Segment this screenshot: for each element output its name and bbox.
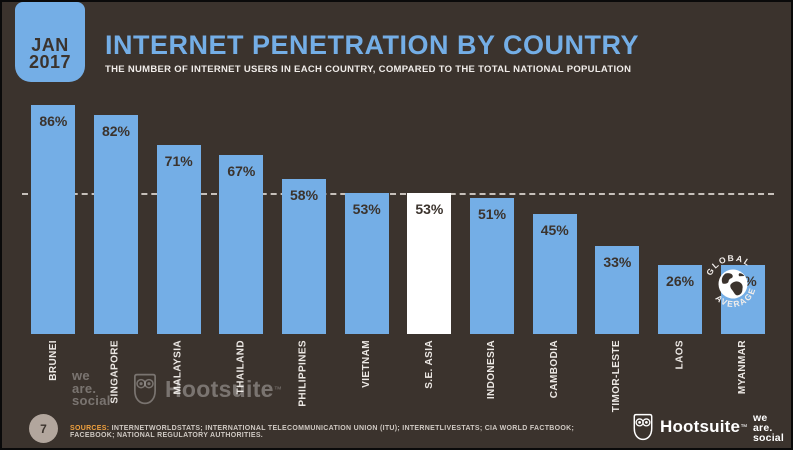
category-column: VIETNAM: [335, 337, 398, 407]
category-column: BRUNEI: [22, 337, 85, 407]
bar-chart: 86%82%71%67%58%53%53%51%45%33%26%26% GLO…: [22, 94, 774, 407]
bar-category-label: LAOS: [674, 340, 686, 370]
bar-value-label: 26%: [666, 272, 695, 289]
bar-category-label: MALAYSIA: [172, 340, 184, 395]
bar-category-label: MYANMAR: [736, 340, 748, 395]
category-column: MALAYSIA: [147, 337, 210, 407]
bar-category-label: PHILIPPINES: [298, 340, 310, 407]
bar-column: 26%: [649, 94, 712, 334]
bar-category-label: SINGAPORE: [110, 340, 122, 404]
bar-value-label: 53%: [352, 200, 381, 217]
category-labels: BRUNEI SINGAPORE MALAYSIA THAILAND PHILIPPIN…: [22, 337, 774, 412]
bar-column: 82%: [85, 94, 148, 334]
bar-thailand: 67%: [219, 155, 264, 334]
bar-column: 58%: [273, 94, 336, 334]
bar-vietnam: 53%: [344, 192, 389, 334]
bar-value-label: 51%: [478, 206, 507, 222]
bar-column: 71%: [147, 94, 210, 334]
bar-column: 86%: [22, 94, 85, 334]
bar-category-label: THAILAND: [235, 340, 247, 395]
page-number: 7: [40, 421, 47, 436]
global-average-dashed-line: [22, 192, 774, 195]
page-subtitle: THE NUMBER OF INTERNET USERS IN EACH COU…: [105, 64, 632, 75]
bar-value-label: 86%: [39, 112, 68, 129]
bar-cambodia: 45%: [532, 214, 577, 334]
bar-value-label: 58%: [290, 187, 319, 204]
bar-column: 53%: [335, 94, 398, 334]
bar-value-label: 67%: [227, 163, 256, 180]
bar-malaysia: 71%: [156, 144, 201, 334]
bar-category-label: INDONESIA: [486, 340, 498, 400]
bar-column: 45%: [523, 94, 586, 334]
bar-category-label: S.E. ASIA: [423, 340, 435, 389]
date-badge: JAN 2017: [15, 2, 85, 82]
date-year: 2017: [28, 52, 72, 72]
category-column: LAOS: [649, 337, 712, 407]
category-column: THAILAND: [210, 337, 273, 407]
global-average-emblem: GLOBAL AVERAGE: [701, 248, 761, 314]
bar-timor-leste: 33%: [595, 246, 640, 334]
category-column: MYANMAR: [711, 337, 774, 407]
category-column: TIMOR-LESTE: [586, 337, 649, 412]
bar-value-label: 71%: [164, 152, 193, 169]
bar-column: 67%: [210, 94, 273, 334]
bar-column: 33%: [586, 94, 649, 334]
category-column: CAMBODIA: [523, 337, 586, 407]
category-column: PHILIPPINES: [273, 337, 336, 407]
bar-philippines: 58%: [282, 179, 326, 334]
category-column: SINGAPORE: [85, 337, 148, 407]
bar-indonesia: 51%: [470, 198, 514, 334]
bar-value-label: 33%: [603, 254, 632, 270]
bar-brunei: 86%: [31, 104, 76, 334]
category-column: S.E. ASIA: [398, 337, 461, 407]
date-month: JAN: [31, 35, 69, 55]
bar-column: 51%: [461, 94, 524, 334]
bar-column: 53%: [398, 94, 461, 334]
bar-category-label: CAMBODIA: [548, 340, 560, 399]
bar-singapore: 82%: [94, 115, 138, 334]
bars-container: 86%82%71%67%58%53%53%51%45%33%26%26%: [22, 94, 774, 334]
page-number-badge: 7: [29, 414, 58, 443]
owl-icon: [633, 413, 653, 441]
bar-category-label: TIMOR-LESTE: [611, 340, 623, 413]
sources-label: SOURCES:: [70, 425, 110, 432]
sources-text: SOURCES: INTERNETWORLDSTATS; INTERNATION…: [70, 425, 575, 439]
page-title: INTERNET PENETRATION BY COUNTRY: [105, 30, 640, 60]
bar-category-label: BRUNEI: [47, 340, 59, 381]
bar-value-label: 45%: [540, 222, 569, 238]
header: INTERNET PENETRATION BY COUNTRY THE NUMB…: [105, 30, 755, 75]
bar-laos: 26%: [658, 264, 702, 334]
bar-value-label: 82%: [101, 123, 131, 140]
category-column: INDONESIA: [461, 337, 524, 407]
hootsuite-logo: Hootsuite ™: [632, 413, 747, 441]
bar-value-label: 53%: [415, 200, 444, 217]
slide: JAN 2017 INTERNET PENETRATION BY COUNTRY…: [0, 0, 793, 450]
we-are-social-logo: we are. social: [753, 412, 784, 444]
bar-s-e-asia: 53%: [407, 192, 452, 334]
bar-category-label: VIETNAM: [360, 340, 372, 388]
